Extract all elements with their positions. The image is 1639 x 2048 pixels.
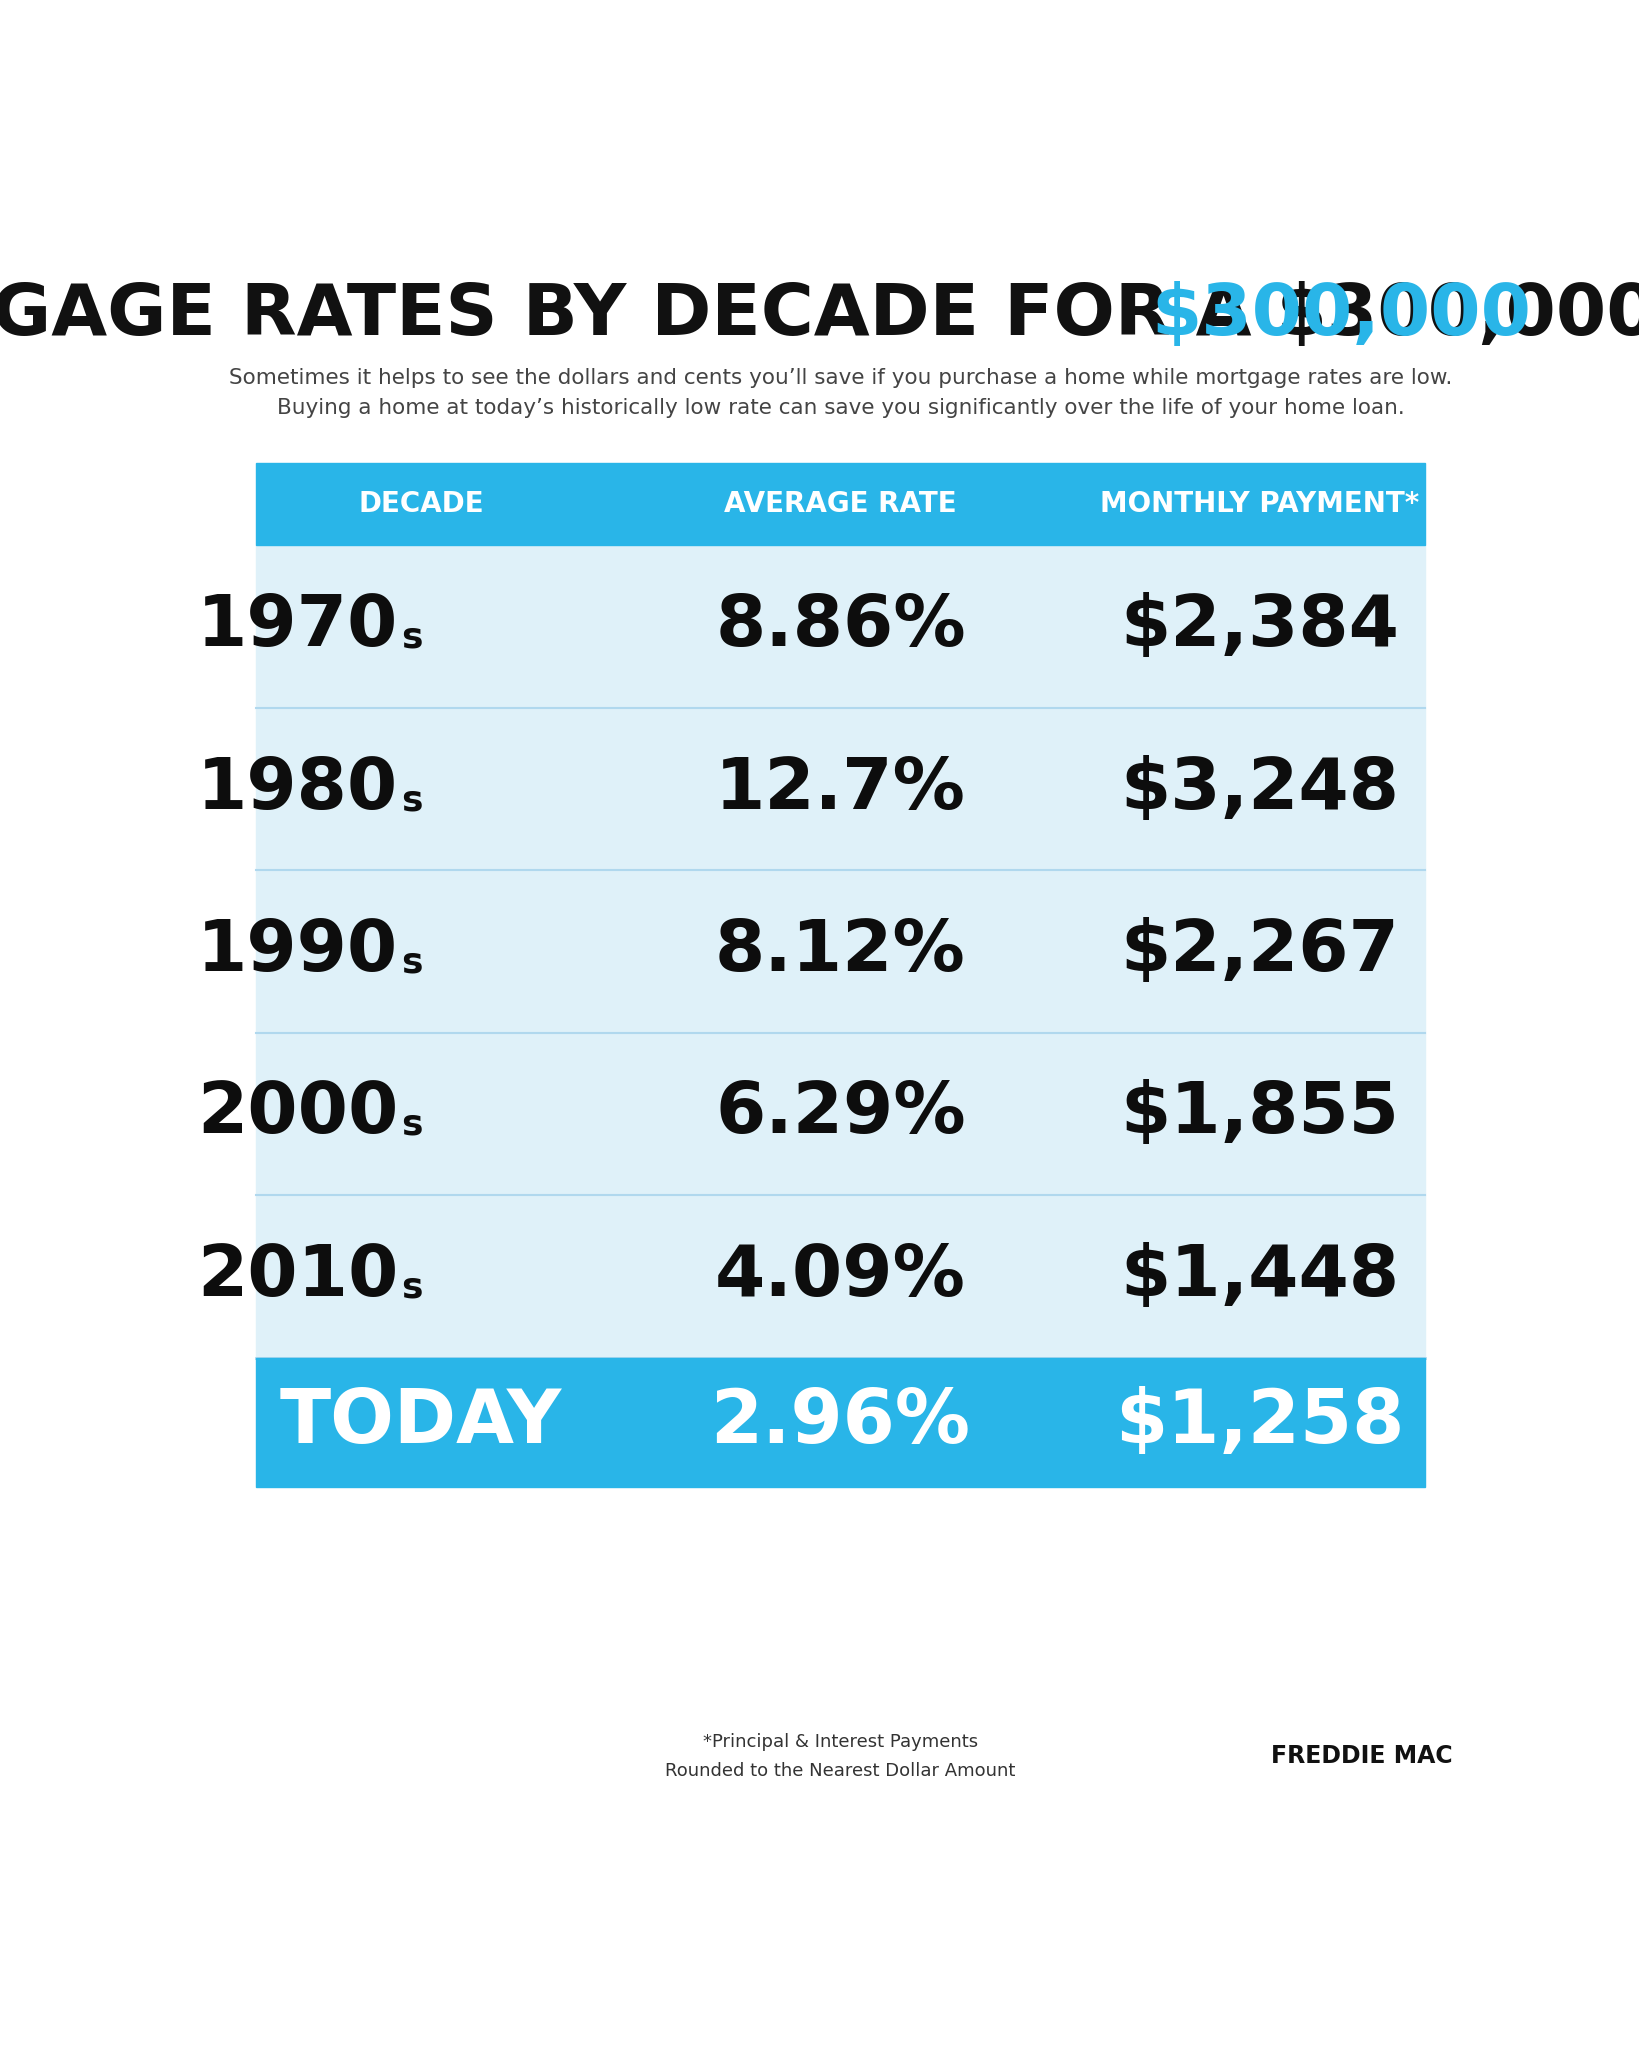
Bar (256, 1032, 1424, 1196)
Text: $2,267: $2,267 (1119, 918, 1398, 985)
Text: AVERAGE RATE: AVERAGE RATE (724, 489, 956, 518)
Bar (256, 1358, 1424, 1487)
Bar (256, 545, 1424, 709)
Text: 4.09%: 4.09% (715, 1241, 965, 1311)
Text: DECADE: DECADE (357, 489, 484, 518)
Text: $300,000: $300,000 (1151, 281, 1531, 350)
Text: 1990: 1990 (197, 918, 398, 985)
Text: $1,448: $1,448 (1119, 1241, 1398, 1311)
Bar (256, 709, 1424, 870)
Text: 2010: 2010 (197, 1241, 398, 1311)
Text: TODAY: TODAY (280, 1386, 562, 1458)
Text: s: s (400, 782, 421, 817)
Text: 8.12%: 8.12% (715, 918, 965, 985)
Text: s: s (400, 621, 421, 655)
Text: 1970: 1970 (197, 592, 398, 662)
Bar (256, 1196, 1424, 1358)
Text: 12.7%: 12.7% (715, 754, 965, 823)
Text: s: s (400, 1270, 421, 1305)
Text: s: s (400, 1108, 421, 1143)
Bar (256, 870, 1424, 1032)
Text: $3,248: $3,248 (1119, 754, 1398, 823)
Text: 2.96%: 2.96% (710, 1386, 970, 1458)
Text: MONTHLY PAYMENT*: MONTHLY PAYMENT* (1100, 489, 1419, 518)
Bar (256, 463, 1424, 545)
Text: MORTGAGE RATES BY DECADE FOR A $300,000 HOME: MORTGAGE RATES BY DECADE FOR A $300,000 … (0, 281, 1639, 350)
Text: $1,855: $1,855 (1119, 1079, 1398, 1149)
Text: 2000: 2000 (197, 1079, 398, 1149)
Text: $1,258: $1,258 (1115, 1386, 1403, 1458)
Text: *Principal & Interest Payments: *Principal & Interest Payments (703, 1733, 977, 1751)
Text: Sometimes it helps to see the dollars and cents you’ll save if you purchase a ho: Sometimes it helps to see the dollars an… (229, 369, 1451, 389)
Text: $2,384: $2,384 (1119, 592, 1398, 662)
Text: 8.86%: 8.86% (715, 592, 965, 662)
Text: Buying a home at today’s historically low rate can save you significantly over t: Buying a home at today’s historically lo… (277, 397, 1403, 418)
Text: s: s (400, 946, 421, 979)
Text: FREDDIE MAC: FREDDIE MAC (1270, 1745, 1452, 1769)
Text: 1980: 1980 (197, 754, 398, 823)
Text: 6.29%: 6.29% (715, 1079, 965, 1149)
Text: Rounded to the Nearest Dollar Amount: Rounded to the Nearest Dollar Amount (665, 1761, 1015, 1780)
